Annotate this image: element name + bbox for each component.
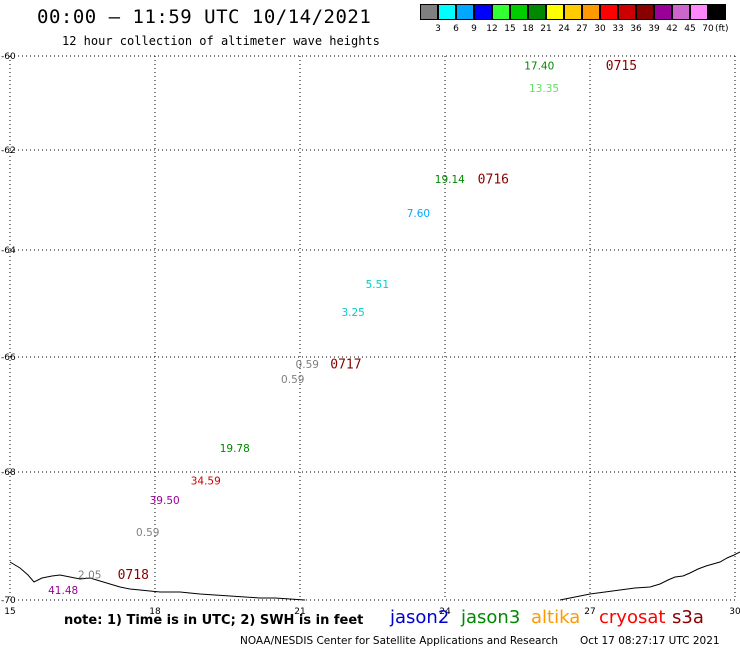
- legend-swatch: [546, 4, 564, 20]
- legend-swatch: [456, 4, 474, 20]
- legend-swatch: [420, 4, 438, 20]
- page-title: 00:00 – 11:59 UTC 10/14/2021: [37, 6, 372, 28]
- wave-height-label: 7.60: [407, 208, 430, 220]
- lat-tick-label: -68: [1, 468, 16, 478]
- observation-labels: 17.40 0715 13.35 19.14 0716 7.60 5.51 3.25 0.59 0…: [48, 59, 637, 597]
- legend-label: 70: [702, 24, 714, 34]
- map-grid: [9, 55, 736, 601]
- legend-label: 21: [540, 24, 552, 34]
- wave-height-label: 34.59: [191, 476, 221, 488]
- antarctic-coastline: [9, 561, 306, 601]
- pass-time-label: 0715: [606, 59, 637, 74]
- legend-swatch: [438, 4, 456, 20]
- wave-height-label: 39.50: [150, 495, 180, 507]
- legend-swatch: [672, 4, 690, 20]
- page-subtitle: 12 hour collection of altimeter wave hei…: [62, 34, 380, 48]
- pass-time-label: 0717: [330, 358, 361, 373]
- legend-swatch: [492, 4, 510, 20]
- axis-ticks: 15 18 21 24 27 30 -60 -62 -64 -66 -68 -70: [1, 52, 740, 617]
- legend-label: 18: [522, 24, 534, 34]
- lon-tick-label: 30: [729, 607, 740, 617]
- legend-label: 36: [630, 24, 642, 34]
- lat-tick-label: -62: [1, 146, 16, 156]
- satellite-label: jason2: [390, 607, 450, 628]
- lat-tick-label: -64: [1, 246, 16, 256]
- wave-height-label: 2.05: [78, 570, 101, 582]
- legend-label: 39: [648, 24, 660, 34]
- wave-height-label: 5.51: [366, 279, 389, 291]
- legend-swatch: [510, 4, 528, 20]
- wave-height-label: 13.35: [529, 83, 559, 95]
- wave-height-label: 17.40: [524, 60, 554, 72]
- lon-tick-label: 21: [294, 607, 305, 617]
- legend-swatch: [618, 4, 636, 20]
- satellite-label: altika: [531, 607, 581, 628]
- wave-height-label: 19.14: [435, 174, 465, 186]
- legend-label: 30: [594, 24, 606, 34]
- lat-tick-label: -60: [1, 52, 16, 62]
- pass-time-label: 0718: [118, 568, 149, 583]
- legend-label: 6: [453, 24, 459, 34]
- lon-tick-label: 24: [439, 607, 451, 617]
- wave-height-label: 19.78: [220, 443, 250, 455]
- legend-label: 15: [504, 24, 516, 34]
- generated-timestamp: Oct 17 08:27:17 UTC 2021: [580, 635, 720, 647]
- wave-height-label: 3.25: [341, 307, 364, 319]
- legend-label: 3: [435, 24, 441, 34]
- footer-note: note: 1) Time is in UTC; 2) SWH is in fe…: [64, 613, 364, 628]
- wave-height-label: 0.59: [296, 359, 319, 371]
- satellite-label: jason3: [461, 607, 521, 628]
- pass-time-label: 0716: [478, 173, 509, 188]
- legend-label: 27: [576, 24, 588, 34]
- satellite-label: cryosat: [599, 607, 666, 628]
- lon-tick-label: 18: [149, 607, 161, 617]
- legend-swatch: [474, 4, 492, 20]
- legend-swatch: [528, 4, 546, 20]
- legend-swatch: [600, 4, 618, 20]
- wave-height-label: 41.48: [48, 585, 78, 597]
- legend-label: 12: [486, 24, 498, 34]
- legend-swatch: [564, 4, 582, 20]
- legend-label: 9: [471, 24, 477, 34]
- legend-label: 24: [558, 24, 570, 34]
- coastline-east: [559, 551, 740, 601]
- legend-swatch: [708, 4, 726, 20]
- legend-swatch: [690, 4, 708, 20]
- legend-swatch: [582, 4, 600, 20]
- credit-line: NOAA/NESDIS Center for Satellite Applica…: [240, 635, 558, 647]
- legend-swatch: [654, 4, 672, 20]
- satellite-label: s3a: [672, 607, 704, 628]
- legend-unit: (ft): [715, 24, 729, 34]
- lon-tick-label: 15: [4, 607, 15, 617]
- legend-label: 45: [684, 24, 696, 34]
- lon-tick-label: 27: [584, 607, 595, 617]
- lat-tick-label: -66: [1, 353, 16, 363]
- lat-tick-label: -70: [1, 596, 16, 606]
- wave-height-label: 0.59: [136, 527, 159, 539]
- legend-label: 42: [666, 24, 678, 34]
- legend-swatch: [636, 4, 654, 20]
- legend-label: 33: [612, 24, 624, 34]
- wave-height-label: 0.59: [281, 374, 304, 386]
